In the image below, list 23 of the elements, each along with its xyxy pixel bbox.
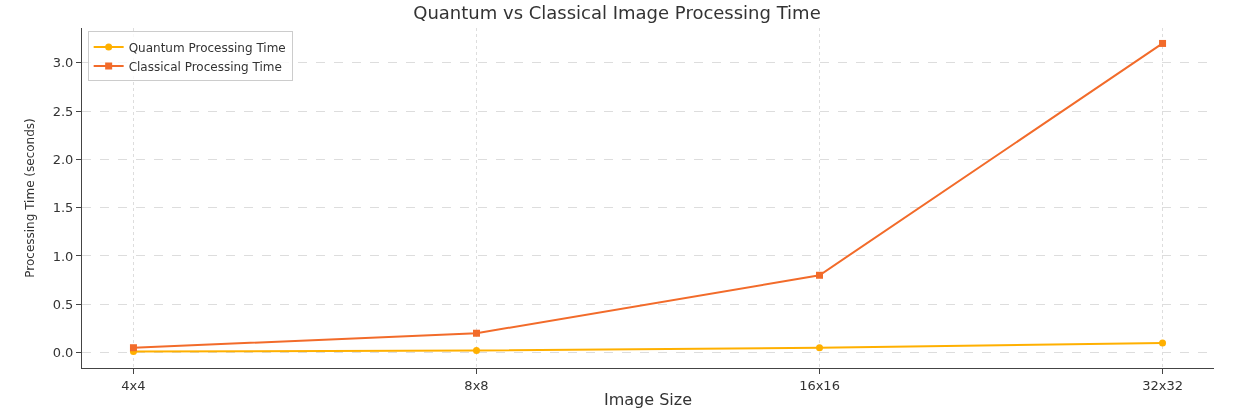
- y-tick-label: 1.5: [52, 200, 74, 216]
- legend-label: Classical Processing Time: [128, 59, 282, 74]
- point: [472, 347, 480, 355]
- point: [1159, 339, 1167, 347]
- x-tick-label: 4x4: [121, 377, 146, 393]
- y-tick-label: 2.0: [52, 151, 74, 167]
- x-tick-label: 8x8: [464, 377, 489, 393]
- point: [129, 344, 137, 352]
- y-tick-label: 0.5: [52, 296, 74, 312]
- point: [816, 271, 824, 279]
- y-tick-label: 2.5: [52, 103, 74, 119]
- point: [472, 329, 480, 337]
- y-tick-label: 3.0: [52, 55, 74, 71]
- y-tick-label: 0.0: [52, 345, 74, 361]
- x-axis-title: Image Size: [603, 390, 693, 410]
- x-tick-label: 16x16: [799, 377, 840, 393]
- legend-label: Quantum Processing Time: [128, 40, 286, 55]
- chart-title: Quantum vs Classical Image Processing Time: [413, 1, 821, 23]
- x-tick-label: 32x32: [1142, 377, 1183, 393]
- point: [1159, 39, 1167, 47]
- y-tick-label: 1.0: [52, 248, 74, 264]
- point: [816, 344, 824, 352]
- y-axis-title: Processing Time (seconds): [23, 118, 38, 278]
